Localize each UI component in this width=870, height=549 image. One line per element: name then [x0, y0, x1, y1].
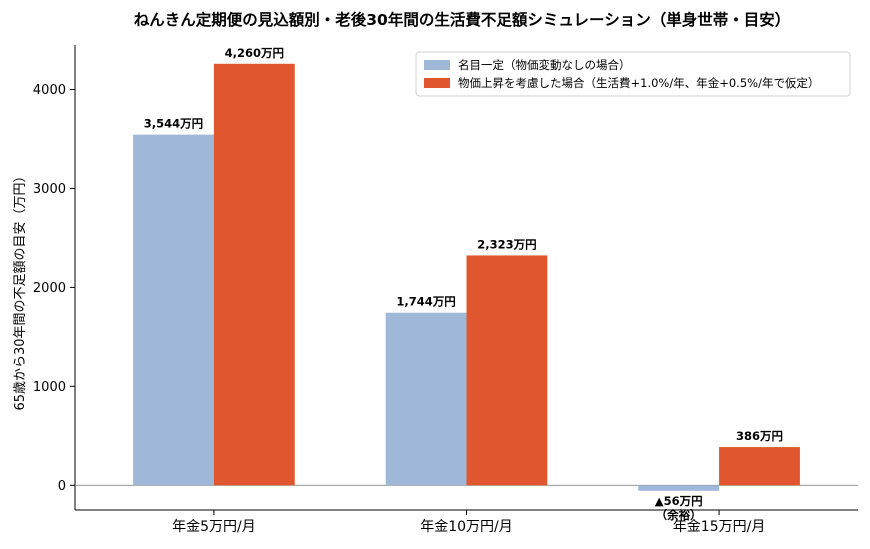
data-label: 1,744万円: [396, 295, 455, 309]
y-tick-label: 3000: [33, 182, 66, 197]
data-label: 3,544万円: [144, 117, 203, 131]
y-axis-label: 65歳から30年間の不足額の目安（万円）: [13, 169, 28, 410]
x-tick-label: 年金15万円/月: [673, 519, 766, 535]
y-tick-label: 4000: [33, 83, 66, 98]
bar: [719, 447, 800, 486]
bar: [133, 134, 214, 486]
legend-swatch: [424, 78, 450, 88]
data-label: 4,260万円: [225, 46, 284, 60]
legend-label: 物価上昇を考慮した場合（生活費+1.0%/年、年金+0.5%/年で仮定）: [458, 76, 819, 90]
chart-title: ねんきん定期便の見込額別・老後30年間の生活費不足額シミュレーション（単身世帯・…: [134, 10, 790, 29]
bar: [466, 255, 548, 486]
data-label: 386万円: [736, 429, 783, 443]
legend-label: 名目一定（物価変動なしの場合）: [458, 58, 631, 72]
bar: [638, 485, 720, 491]
y-tick-label: 1000: [33, 380, 66, 395]
data-label: 2,323万円: [477, 237, 536, 251]
y-tick-label: 0: [58, 479, 66, 494]
legend-box: [415, 51, 851, 97]
legend-swatch: [424, 60, 450, 70]
x-tick-label: 年金10万円/月: [420, 519, 513, 535]
x-tick-label: 年金5万円/月: [172, 519, 256, 535]
bar: [213, 63, 295, 486]
y-tick-label: 2000: [33, 281, 66, 296]
bar: [385, 312, 467, 486]
data-label: ▲56万円（余裕）: [655, 494, 703, 522]
